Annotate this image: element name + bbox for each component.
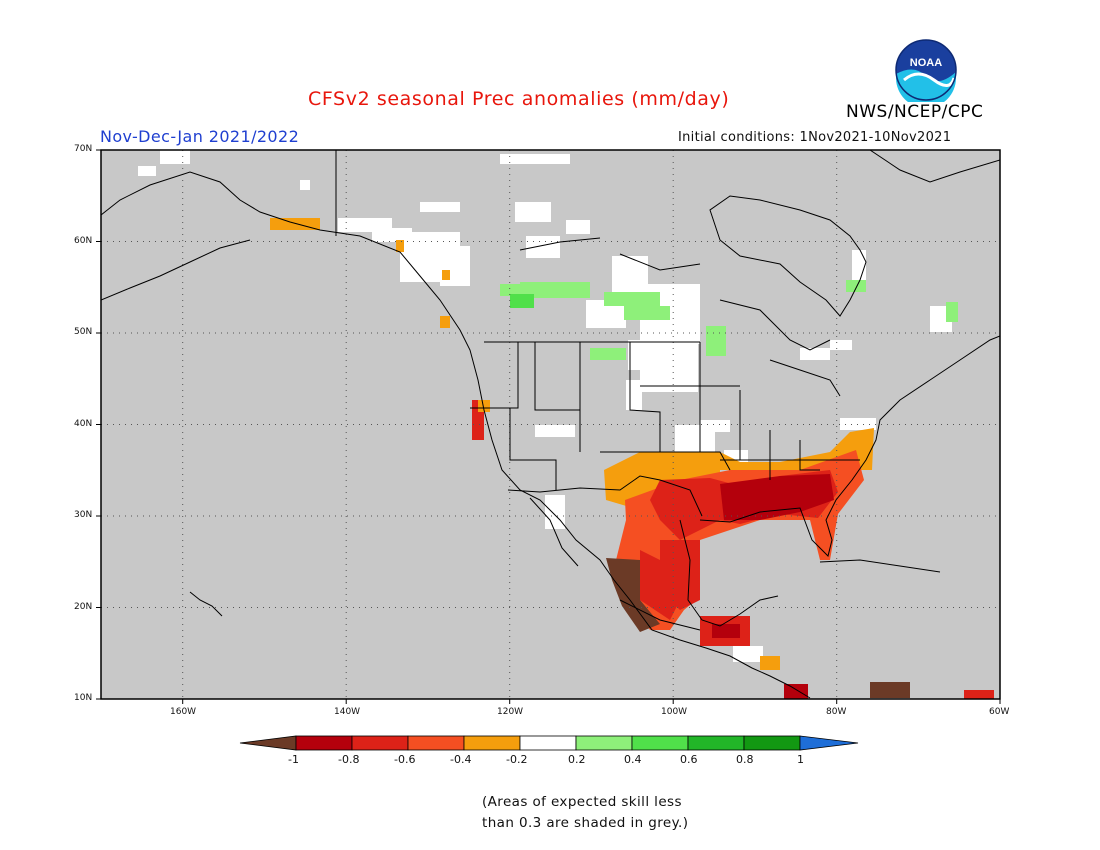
- colorbar: [239, 735, 859, 751]
- colorbar-label: -0.2: [506, 753, 528, 766]
- lon-label-160w: 160W: [170, 707, 197, 717]
- colorbar-bin-2: [351, 735, 409, 751]
- colorbar-bin-4: [463, 735, 521, 751]
- colorbar-bin-5: [519, 735, 577, 751]
- colorbar-label: -1: [288, 753, 299, 766]
- colorbar-bin-8: [687, 735, 745, 751]
- colorbar-bin-9: [743, 735, 801, 751]
- coastlines: [101, 150, 1000, 699]
- tick-marks: [96, 149, 1001, 704]
- white-patches: [138, 150, 952, 662]
- lon-label-60w: 60W: [989, 707, 1010, 717]
- colorbar-label: 0.4: [624, 753, 642, 766]
- footnote-line-1: (Areas of expected skill less: [482, 794, 682, 810]
- colorbar-label: 1: [797, 753, 804, 766]
- initial-conditions-label: Initial conditions: 1Nov2021-10Nov2021: [678, 130, 952, 145]
- lat-label-30n: 30N: [74, 510, 93, 520]
- lon-label-100w: 100W: [661, 707, 688, 717]
- lon-label-80w: 80W: [826, 707, 847, 717]
- colorbar-label: -0.8: [338, 753, 360, 766]
- colorbar-bin-6: [575, 735, 633, 751]
- lon-label-140w: 140W: [334, 707, 361, 717]
- agency-label: NWS/NCEP/CPC: [846, 102, 984, 122]
- colorbar-label: 0.6: [680, 753, 698, 766]
- political-borders: [335, 150, 860, 631]
- colorbar-bin-1: [295, 735, 353, 751]
- noaa-logo: NOAA: [895, 39, 957, 102]
- season-label: Nov-Dec-Jan 2021/2022: [100, 127, 300, 146]
- footnote-line-2: than 0.3 are shaded in grey.): [482, 815, 689, 831]
- lat-label-50n: 50N: [74, 327, 93, 337]
- lat-label-10n: 10N: [74, 693, 93, 703]
- dry-anomalies: [270, 218, 994, 699]
- green-patches: [500, 280, 958, 360]
- colorbar-label: -0.4: [450, 753, 472, 766]
- colorbar-label: -0.6: [394, 753, 416, 766]
- colorbar-low-arrow: [239, 735, 297, 751]
- colorbar-label: 0.2: [568, 753, 586, 766]
- lat-label-60n: 60N: [74, 236, 93, 246]
- logo-text: NOAA: [910, 57, 942, 69]
- colorbar-bin-3: [407, 735, 465, 751]
- lat-label-20n: 20N: [74, 602, 93, 612]
- skill-footnote: (Areas of expected skill less than 0.3 a…: [482, 792, 742, 834]
- lon-label-120w: 120W: [497, 707, 524, 717]
- lat-label-40n: 40N: [74, 419, 93, 429]
- lat-label-70n: 70N: [74, 144, 93, 154]
- colorbar-bin-7: [631, 735, 689, 751]
- colorbar-label: 0.8: [736, 753, 754, 766]
- chart-title: CFSv2 seasonal Prec anomalies (mm/day): [308, 88, 730, 110]
- colorbar-high-arrow: [799, 735, 859, 751]
